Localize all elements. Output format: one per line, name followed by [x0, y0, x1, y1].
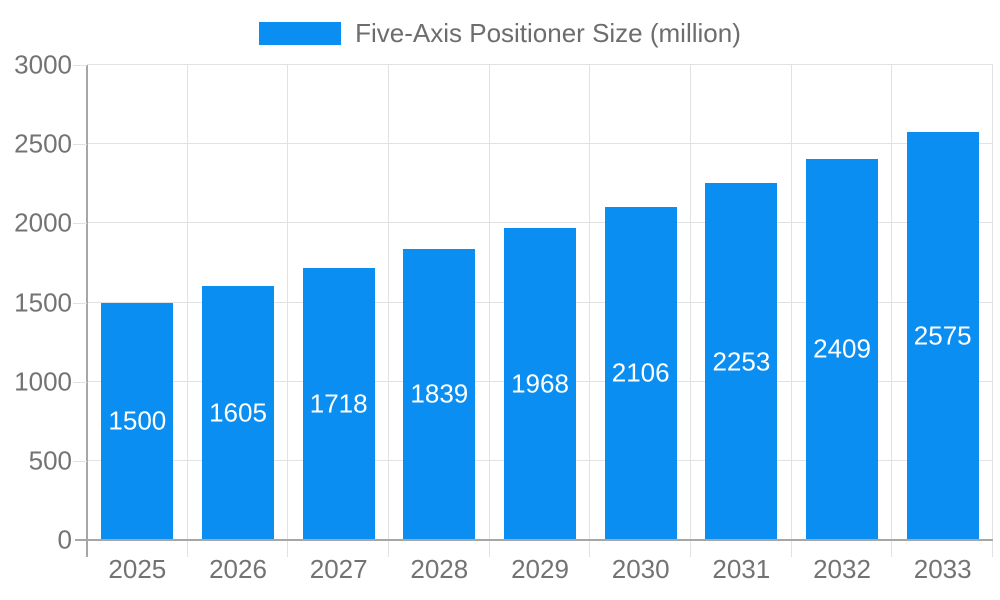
gridline-vertical [689, 65, 691, 540]
bar-value-label: 2253 [712, 346, 771, 377]
x-axis-tick [992, 541, 993, 557]
y-axis-tick-label: 2500 [14, 128, 72, 159]
gridline-vertical [186, 65, 188, 540]
bar-slot: 1605 [188, 65, 289, 540]
bar-value-label: 1839 [410, 378, 469, 409]
gridline-horizontal [87, 143, 993, 145]
bar-value-label: 2106 [611, 357, 670, 388]
gridline-vertical [790, 65, 792, 540]
x-axis-tick [186, 541, 188, 557]
x-axis-tick [891, 541, 893, 557]
bar-2032[interactable]: 2409 [806, 158, 879, 540]
gridline-vertical [387, 65, 389, 540]
bar-value-label: 1500 [108, 405, 167, 436]
y-axis-tick [73, 460, 87, 462]
gridline-vertical [891, 65, 893, 540]
gridline-horizontal [87, 64, 993, 65]
x-axis-tick [689, 541, 691, 557]
bar-slot: 2575 [892, 65, 993, 540]
y-axis-tick-label: 500 [28, 445, 72, 476]
plot-area: 1500 1605 1718 1839 1968 2106 2253 2409 2575 [87, 64, 993, 540]
gridline-vertical [287, 65, 289, 540]
y-axis-tick [73, 381, 87, 383]
legend-swatch [259, 22, 342, 45]
bar-slot: 2106 [590, 65, 691, 540]
x-axis-tick-label: 2029 [511, 554, 569, 584]
x-axis-tick-label: 2028 [410, 554, 469, 584]
legend[interactable]: Five-Axis Positioner Size (million) [0, 18, 1000, 49]
bars-layer: 1500 1605 1718 1839 1968 2106 2253 2409 2575 [87, 65, 993, 540]
bar-slot: 2253 [691, 65, 792, 540]
y-axis-tick [73, 223, 87, 225]
bar-slot: 1718 [288, 65, 389, 540]
x-axis-tick [589, 541, 591, 557]
y-axis-line [86, 65, 88, 557]
x-axis-tick-label: 2031 [712, 554, 771, 584]
gridline-vertical [589, 65, 591, 540]
bar-value-label: 2575 [913, 320, 972, 351]
y-axis-tick [73, 302, 87, 304]
bar-2030[interactable]: 2106 [604, 206, 677, 540]
x-axis-tick [790, 541, 792, 557]
y-axis-tick-label: 1000 [14, 366, 72, 397]
x-axis-tick-label: 2026 [209, 554, 267, 584]
y-axis-tick [73, 144, 87, 146]
x-axis-tick [86, 541, 88, 557]
gridline-horizontal [87, 222, 993, 224]
bar-value-label: 2409 [813, 333, 871, 364]
bar-value-label: 1718 [309, 388, 368, 419]
bar-2031[interactable]: 2253 [705, 183, 778, 540]
bar-value-label: 1605 [209, 397, 267, 428]
bar-2025[interactable]: 1500 [101, 302, 174, 540]
x-axis-tick [287, 541, 289, 557]
y-axis-tick-label: 2000 [14, 207, 72, 238]
bar-value-label: 1968 [511, 368, 569, 399]
y-axis: 0 500 1000 1500 2000 2500 3000 [0, 50, 87, 555]
bar-slot: 2409 [792, 65, 893, 540]
gridline-vertical [488, 65, 490, 540]
x-axis-tick-label: 2033 [913, 554, 972, 584]
bar-2029[interactable]: 1968 [504, 228, 577, 540]
legend-label: Five-Axis Positioner Size (million) [355, 18, 741, 48]
bar-slot: 1839 [389, 65, 490, 540]
y-axis-tick-label: 3000 [14, 49, 72, 80]
x-axis-tick-label: 2025 [108, 554, 167, 584]
y-axis-tick-label: 0 [57, 524, 72, 555]
bar-slot: 1500 [87, 65, 188, 540]
x-axis-tick-label: 2027 [309, 554, 368, 584]
bar-2026[interactable]: 1605 [202, 285, 274, 540]
x-axis-tick-label: 2032 [813, 554, 871, 584]
x-axis-tick-label: 2030 [611, 554, 670, 584]
bar-2028[interactable]: 1839 [403, 248, 476, 540]
y-axis-tick-label: 1500 [14, 287, 72, 317]
bar-slot: 1968 [490, 65, 591, 540]
x-axis-tick [387, 541, 389, 557]
x-axis-line [75, 539, 993, 541]
gridline-vertical [992, 65, 993, 540]
x-axis: 2025 2026 2027 2028 2029 2030 2031 2032 2033 [86, 541, 993, 600]
y-axis-tick [73, 65, 87, 66]
x-axis-tick [488, 541, 490, 557]
bar-2033[interactable]: 2575 [906, 132, 979, 540]
bar-2027[interactable]: 1718 [302, 267, 375, 540]
